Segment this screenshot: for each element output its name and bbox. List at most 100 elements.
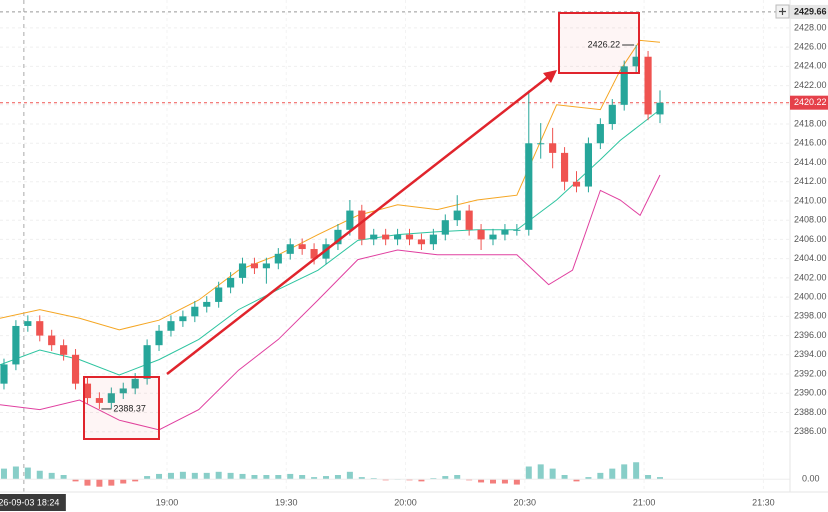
- crosshair-label: 2026-09-03 18:24: [0, 497, 59, 507]
- low-label: 2388.37: [113, 403, 146, 413]
- macd-bar: [167, 472, 174, 480]
- macd-bar: [239, 473, 246, 480]
- candle-body: [191, 306, 199, 317]
- macd-bar: [597, 472, 604, 480]
- macd-bar: [24, 467, 31, 480]
- high-label: 2426.22: [588, 39, 621, 49]
- candle-body: [429, 234, 437, 245]
- y-tick-label: 2388.00: [794, 407, 827, 417]
- annotation-layer: 2426.22 2388.37: [83, 12, 640, 440]
- candle-body: [60, 345, 68, 355]
- macd-bar: [251, 475, 258, 480]
- macd-bar: [549, 468, 556, 480]
- macd-bar: [537, 464, 544, 480]
- candle-body: [107, 393, 115, 403]
- candle-body: [656, 102, 664, 115]
- candle-body: [465, 210, 473, 230]
- y-tick-label: 2390.00: [794, 388, 827, 398]
- macd-bar: [466, 479, 473, 481]
- candle-body: [596, 124, 604, 144]
- candle-body: [608, 104, 616, 125]
- candle-body: [549, 143, 557, 153]
- macd-bar: [382, 479, 389, 481]
- y-tick-label: 2394.00: [794, 349, 827, 359]
- y-tick-label: 2424.00: [794, 61, 827, 71]
- macd-bar: [12, 466, 19, 480]
- add-button-icon[interactable]: [779, 8, 786, 15]
- x-tick-label: 21:00: [633, 497, 656, 507]
- candle-body: [346, 210, 354, 230]
- macd-bar: [513, 479, 520, 485]
- macd-tick-label: 0.00: [802, 474, 820, 484]
- candle-body: [274, 253, 282, 264]
- candle-body: [644, 56, 652, 115]
- candle-body: [382, 234, 390, 240]
- macd-bar: [442, 476, 449, 480]
- macd-bar: [525, 466, 532, 480]
- macd-bar: [156, 473, 163, 480]
- y-tick-label: 2412.00: [794, 176, 827, 186]
- candle-body: [250, 263, 259, 269]
- candle-body: [584, 143, 593, 187]
- macd-bar: [120, 479, 127, 484]
- macd-bar: [132, 479, 139, 482]
- macd-bar: [191, 472, 198, 480]
- y-tick-label: 2396.00: [794, 330, 827, 340]
- grid-layer: [0, 0, 790, 492]
- candle-body: [477, 229, 485, 240]
- macd-bar: [72, 479, 79, 482]
- candle-body: [394, 234, 402, 240]
- y-tick-label: 2406.00: [794, 234, 827, 244]
- x-tick-label: 20:00: [394, 497, 417, 507]
- macd-layer: [0, 462, 790, 487]
- candle-body: [358, 210, 366, 240]
- band-line: [0, 39, 661, 331]
- macd-bar: [561, 475, 568, 480]
- macd-bar: [656, 477, 663, 480]
- y-tick-label: 2404.00: [794, 253, 827, 263]
- macd-bar: [96, 479, 103, 487]
- macd-bar: [418, 479, 425, 482]
- candle-body: [227, 277, 235, 288]
- x-tick-label: 19:00: [156, 497, 179, 507]
- candle-body: [167, 321, 175, 331]
- highlight-box: [83, 376, 160, 440]
- band-line: [0, 174, 661, 431]
- candle-body: [24, 321, 32, 326]
- add-button[interactable]: [775, 4, 790, 19]
- candle-layer: [0, 45, 664, 409]
- y-tick-label: 2408.00: [794, 215, 827, 225]
- band-line: [0, 109, 661, 376]
- y-tick-label: 2400.00: [794, 291, 827, 301]
- candle-body: [370, 234, 378, 240]
- macd-bar: [323, 476, 330, 480]
- y-tick-label: 2392.00: [794, 368, 827, 378]
- macd-bar: [430, 478, 437, 480]
- macd-bar: [287, 473, 294, 480]
- macd-bar: [454, 475, 461, 480]
- candle-body: [286, 244, 294, 254]
- macd-bar: [621, 464, 628, 480]
- candle-body: [489, 234, 497, 240]
- macd-bar: [299, 475, 306, 480]
- candle-body: [501, 229, 509, 235]
- macd-bar: [263, 475, 270, 480]
- candle-body: [238, 263, 247, 278]
- y-tick-label: 2398.00: [794, 311, 827, 321]
- macd-bar: [358, 477, 365, 480]
- candle-body: [95, 398, 103, 403]
- price-axis-bg: [790, 0, 828, 512]
- candle-body: [334, 229, 342, 245]
- macd-bar: [573, 479, 580, 482]
- candle-body: [513, 229, 521, 231]
- candle-body: [71, 354, 80, 384]
- y-tick-label: 2426.00: [794, 41, 827, 51]
- candle-body: [12, 325, 20, 365]
- candle-body: [405, 234, 414, 240]
- macd-bar: [645, 475, 652, 480]
- y-tick-label: 2416.00: [794, 138, 827, 148]
- macd-bar: [311, 477, 318, 480]
- marker-label-bg: [790, 4, 828, 19]
- candle-body: [298, 244, 306, 250]
